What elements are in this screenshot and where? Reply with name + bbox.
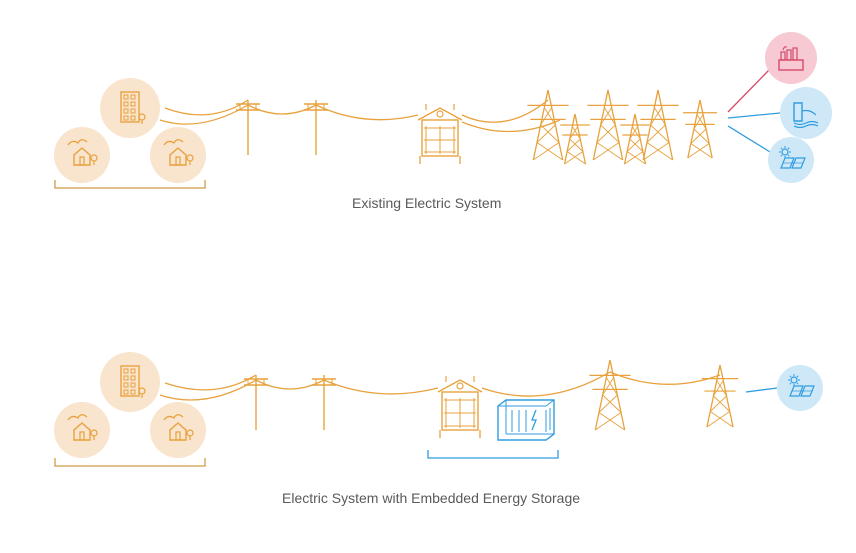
existing-source-link [728, 126, 770, 152]
transmission-tower-icon [620, 114, 649, 164]
existing-thermal-icon [765, 32, 817, 84]
substation-icon [438, 376, 482, 438]
embedded-source-link [746, 388, 777, 392]
embedded-wire [324, 380, 438, 394]
substation-icon [418, 104, 462, 164]
existing-consumer-bldg-icon [100, 78, 160, 138]
existing-source-link [728, 113, 780, 118]
utility-pole-icon [312, 375, 336, 430]
transmission-tower-icon [560, 114, 589, 164]
embedded-consumer-bldg-icon [100, 352, 160, 412]
existing-solar-icon [768, 137, 814, 183]
existing-hydro-icon [780, 87, 832, 139]
utility-pole-icon [244, 375, 268, 430]
existing-consumer-house1-icon [54, 127, 110, 183]
existing-wire [165, 100, 248, 115]
diagram-canvas [0, 0, 856, 553]
embedded-consumer-house2-icon [150, 402, 206, 458]
embedded-consumer-house1-icon [54, 402, 110, 458]
bracket [428, 450, 558, 458]
utility-pole-icon [304, 100, 328, 155]
transmission-tower-icon [683, 100, 717, 158]
embedded-solar-icon [777, 365, 823, 411]
energy-storage-icon [498, 400, 554, 440]
utility-pole-icon [236, 100, 260, 155]
existing-source-link [728, 70, 769, 112]
transmission-tower-icon [589, 360, 630, 430]
existing-wire [316, 105, 418, 120]
bracket [55, 458, 205, 466]
transmission-tower-icon [702, 365, 738, 427]
existing-consumer-house2-icon [150, 127, 206, 183]
